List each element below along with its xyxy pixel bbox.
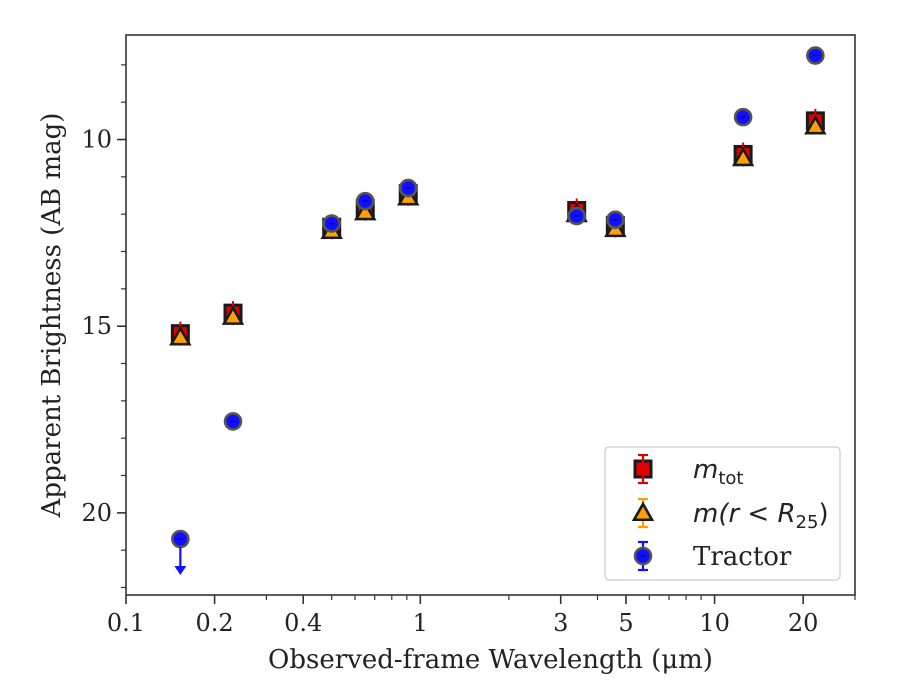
x-axis-ticks: 0.1 0.2 0.4 1 3 5 10 20 [107,595,856,637]
legend-label-sub: 25 [796,512,819,533]
x-tick-label: 3 [553,609,568,637]
y-axis-label: Apparent Brightness (AB mag) [37,113,67,519]
legend-label-sub: tot [718,468,743,489]
y-tick-label: 15 [81,312,112,340]
upper-limit-arrow-head [174,566,187,575]
data-marks [169,46,827,575]
legend: mtot m(r < R25) Tractor [604,446,841,581]
x-tick-label: 10 [699,609,730,637]
triangle-point [221,305,245,325]
x-axis-label: Observed-frame Wavelength (μm) [268,645,713,675]
legend-label-suffix: ) [818,499,828,529]
x-tick-label: 0.4 [284,609,322,637]
plot-frame [125,34,856,596]
triangle-point [169,325,192,346]
x-tick-label: 20 [788,609,819,637]
y-axis-ticks: 10 15 20 [81,64,126,589]
triangle-point [731,146,755,167]
triangle-point [353,200,377,221]
legend-label: mtot [693,455,743,489]
legend-label: m(r < R25) [693,499,829,533]
x-tick-label: 5 [618,609,633,637]
triangle-point [804,114,827,135]
legend-label: Tractor [693,542,792,572]
legend-marker-triangle [631,501,655,522]
x-tick-label: 0.1 [107,609,145,637]
x-tick-label: 0.2 [196,609,234,637]
legend-label-main: m [693,455,718,485]
legend-label-main: m(r < R [693,499,796,529]
x-tick-label: 1 [413,609,428,637]
legend-box [604,446,841,581]
y-tick-label: 20 [81,499,112,527]
y-tick-label: 10 [81,126,112,154]
